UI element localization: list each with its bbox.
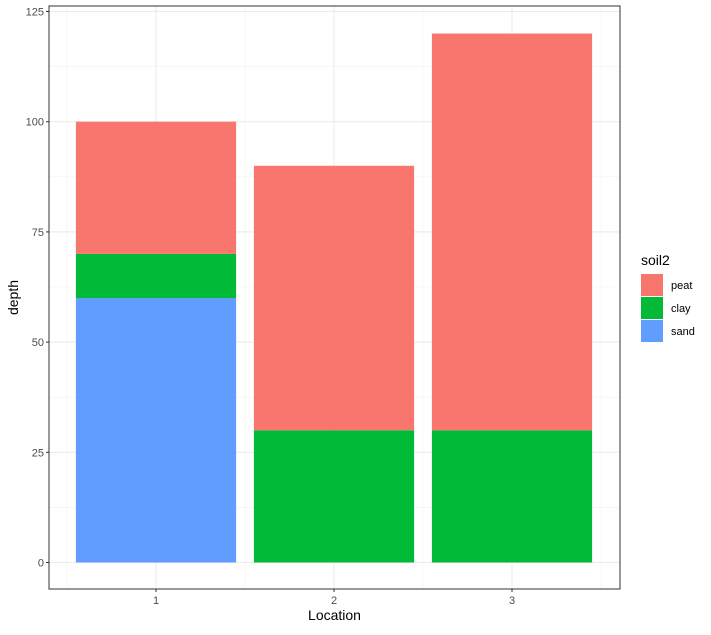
axes: 0 25 50 75 100 125 1 2 3 bbox=[26, 7, 515, 608]
bar-segment-clay-location-3 bbox=[431, 430, 593, 563]
bar-segment-peat-location-1 bbox=[75, 121, 237, 254]
bar-segment-clay-location-1 bbox=[75, 253, 237, 299]
bar-segment-clay-location-2 bbox=[253, 430, 415, 563]
y-tick-label: 125 bbox=[26, 7, 44, 19]
bar-segment-peat-location-3 bbox=[431, 33, 593, 431]
legend-label-sand: sand bbox=[671, 326, 695, 338]
bars bbox=[75, 33, 593, 563]
x-tick-label: 1 bbox=[153, 595, 159, 607]
x-tick-label: 2 bbox=[331, 595, 337, 607]
bar-segment-sand-location-1 bbox=[75, 298, 237, 563]
bar-segment-peat-location-2 bbox=[253, 165, 415, 431]
legend-label-clay: clay bbox=[671, 303, 691, 315]
x-tick-label: 3 bbox=[509, 595, 515, 607]
y-tick-label: 100 bbox=[26, 117, 44, 129]
legend-title: soil2 bbox=[641, 252, 670, 268]
legend-key-sand bbox=[641, 320, 663, 342]
legend-key-peat bbox=[641, 274, 663, 296]
x-axis-title: Location bbox=[308, 607, 361, 623]
y-tick-label: 0 bbox=[38, 558, 44, 570]
y-tick-label: 75 bbox=[32, 227, 44, 239]
legend-key-clay bbox=[641, 297, 663, 319]
y-tick-label: 50 bbox=[32, 337, 44, 349]
y-axis-title: depth bbox=[5, 280, 21, 315]
legend-label-peat: peat bbox=[671, 280, 692, 292]
legend: soil2 peat clay sand bbox=[641, 252, 695, 342]
y-tick-label: 25 bbox=[32, 447, 44, 459]
